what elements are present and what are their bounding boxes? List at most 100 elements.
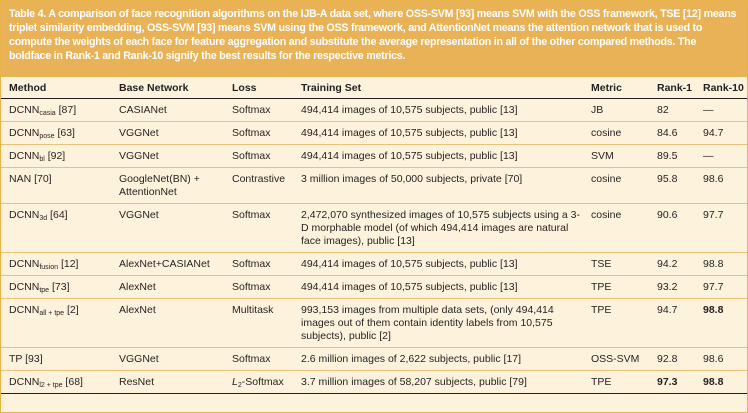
rank10-value: 98.6	[703, 173, 724, 185]
method-reference: [12]	[58, 258, 79, 270]
rank10-value: 98.8	[703, 376, 724, 388]
rank1-value: 97.3	[657, 376, 678, 388]
table-row: DCNNall + tpe [2] AlexNet Multitask 993,153…	[1, 299, 747, 348]
rank1-value: 92.8	[657, 353, 678, 365]
method-reference: [92]	[44, 150, 66, 162]
cell-loss: Softmax	[224, 122, 293, 145]
cell-metric: TPE	[583, 371, 649, 394]
method-reference: [73]	[49, 281, 70, 293]
cell-training-set: 494,414 images of 10,575 subjects, publi…	[293, 99, 583, 122]
table-row: DCNNl2 + tpe [68] ResNet L2-Softmax 3.7 mil…	[1, 371, 747, 394]
cell-base-network: AlexNet+CASIANet	[111, 253, 224, 276]
cell-rank1: 84.6	[649, 122, 695, 145]
cell-training-set: 2.6 million images of 2,622 subjects, pu…	[293, 348, 583, 371]
method-subscript: tpe	[39, 287, 50, 294]
loss-text: Softmax	[232, 104, 271, 116]
table-row: DCNNpose [63] VGGNet Softmax 494,414 images…	[1, 122, 747, 145]
base-network-text: AlexNet	[119, 304, 156, 316]
rank10-value: 97.7	[703, 209, 724, 221]
col-header-loss: Loss	[232, 82, 257, 94]
col-header-rank1: Rank-1	[657, 82, 693, 94]
loss-text: Softmax	[232, 258, 271, 270]
cell-loss: Softmax	[224, 253, 293, 276]
loss-text: Softmax	[232, 209, 271, 221]
loss-subscript: 2	[237, 382, 242, 389]
training-set-text: 993,153 images from multiple data sets, …	[301, 304, 554, 342]
rank10-value: 98.8	[703, 258, 724, 270]
table-row: DCNNtpe [73] AlexNet Softmax 494,414 images…	[1, 276, 747, 299]
cell-rank1: 82	[649, 99, 695, 122]
cell-method: TP [93]	[1, 348, 111, 371]
cell-rank1: 95.8	[649, 168, 695, 204]
col-header-training-set: Training Set	[301, 82, 362, 94]
rank1-value: 89.5	[657, 150, 678, 162]
table-row: TP [93] VGGNet Softmax 2.6 million images o…	[1, 348, 747, 371]
rank1-value: 90.6	[657, 209, 678, 221]
loss-text: Softmax	[232, 127, 271, 139]
method-reference: [87]	[55, 104, 77, 116]
cell-rank1: 97.3	[649, 371, 695, 394]
cell-method: DCNNall + tpe [2]	[1, 299, 111, 348]
cell-rank10: 98.6	[695, 348, 747, 371]
cell-training-set: 494,414 images of 10,575 subjects, publi…	[293, 253, 583, 276]
base-network-text: CASIANet	[119, 104, 167, 116]
cell-rank10: 98.6	[695, 168, 747, 204]
base-network-text: VGGNet	[119, 127, 159, 139]
metric-text: TPE	[591, 304, 612, 316]
loss-text: Multitask	[232, 304, 274, 316]
cell-rank10: 97.7	[695, 276, 747, 299]
cell-training-set: 3.7 million images of 58,207 subjects, p…	[293, 371, 583, 394]
cell-rank10: 98.8	[695, 371, 747, 394]
method-reference: [2]	[64, 304, 79, 316]
method-subscript: bl	[39, 156, 45, 163]
loss-text: Softmax	[232, 281, 271, 293]
method-reference: [64]	[47, 209, 68, 221]
cell-base-network: VGGNet	[111, 204, 224, 253]
loss-text-tail: -Softmax	[241, 376, 284, 388]
cell-training-set: 993,153 images from multiple data sets, …	[293, 299, 583, 348]
method-name: DCNN	[9, 127, 40, 139]
training-set-text: 3 million images of 50,000 subjects, pri…	[301, 173, 523, 185]
cell-base-network: VGGNet	[111, 122, 224, 145]
table-caption-box: Table 4. A comparison of face recognitio…	[1, 1, 747, 77]
training-set-text: 2,472,070 synthesized images of 10,575 s…	[301, 209, 581, 247]
base-network-text: VGGNet	[119, 150, 159, 162]
cell-method: DCNNcasia [87]	[1, 99, 111, 122]
cell-rank1: 93.2	[649, 276, 695, 299]
metric-text: cosine	[591, 127, 622, 139]
cell-rank1: 90.6	[649, 204, 695, 253]
metric-text: SVM	[591, 150, 614, 162]
cell-loss: Multitask	[224, 299, 293, 348]
method-name: DCNN	[9, 281, 40, 293]
cell-training-set: 494,414 images of 10,575 subjects, publi…	[293, 276, 583, 299]
method-reference: [68]	[62, 376, 83, 388]
rank10-value: 97.7	[703, 281, 724, 293]
comparison-table: Method Base Network Loss Training Set Me…	[1, 77, 747, 394]
rank10-value: 98.6	[703, 353, 724, 365]
table-container: Method Base Network Loss Training Set Me…	[1, 77, 747, 394]
metric-text: JB	[591, 104, 604, 116]
method-name: DCNN	[9, 258, 40, 270]
metric-text: cosine	[591, 173, 622, 185]
rank1-value: 93.2	[657, 281, 678, 293]
cell-training-set: 494,414 images of 10,575 subjects, publi…	[293, 122, 583, 145]
cell-base-network: VGGNet	[111, 145, 224, 168]
rank10-value: —	[703, 104, 714, 116]
rank1-value: 84.6	[657, 127, 678, 139]
cell-rank1: 94.2	[649, 253, 695, 276]
rank10-value: 98.8	[703, 304, 724, 316]
method-subscript: all + tpe	[39, 310, 65, 317]
metric-text: OSS-SVM	[591, 353, 640, 365]
cell-metric: TSE	[583, 253, 649, 276]
col-header-base-network: Base Network	[119, 82, 189, 94]
base-network-text: VGGNet	[119, 209, 159, 221]
cell-base-network: CASIANet	[111, 99, 224, 122]
cell-loss: Contrastive	[224, 168, 293, 204]
col-header-method: Method	[9, 82, 47, 94]
method-subscript: l2 + tpe	[39, 382, 63, 389]
cell-method: DCNNl2 + tpe [68]	[1, 371, 111, 394]
cell-method: DCNNpose [63]	[1, 122, 111, 145]
cell-rank10: —	[695, 145, 747, 168]
method-name: DCNN	[9, 150, 40, 162]
